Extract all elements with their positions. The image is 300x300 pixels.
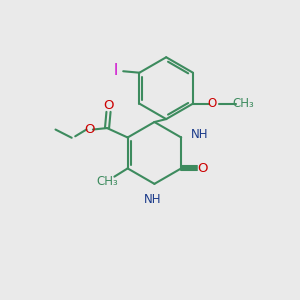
Text: NH: NH [190,128,208,141]
Text: O: O [208,97,217,110]
Text: CH₃: CH₃ [96,175,118,188]
Text: I: I [113,63,117,78]
Text: O: O [103,99,113,112]
Text: NH: NH [144,193,162,206]
Text: O: O [85,123,95,136]
Text: O: O [197,162,208,175]
Text: CH₃: CH₃ [233,97,254,110]
